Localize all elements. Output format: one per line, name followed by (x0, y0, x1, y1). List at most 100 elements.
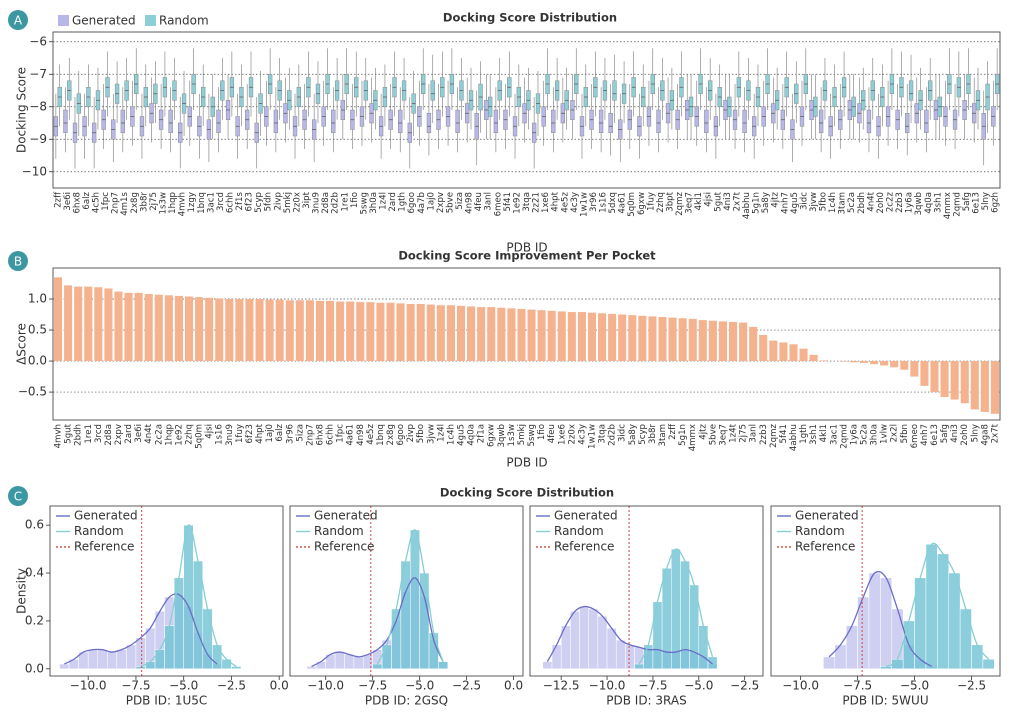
x-tick-label: −2.5 (452, 679, 481, 693)
bar (890, 361, 899, 368)
x-tick-label: −7.5 (638, 679, 667, 693)
x-tick-label: 3rcd (94, 424, 104, 443)
x-tick-label: 2np7 (111, 192, 121, 214)
legend-label: Random (159, 14, 209, 28)
y-tick-label: −0.5 (18, 385, 47, 399)
bar (749, 326, 758, 362)
box (656, 109, 661, 133)
x-tick-label: −5.0 (169, 679, 198, 693)
bar (154, 294, 163, 362)
box (426, 113, 432, 133)
x-tick-label: 1bnq (376, 424, 386, 446)
hist-bar (438, 661, 449, 670)
y-tick-label: −8 (29, 99, 47, 113)
bar (849, 361, 858, 363)
x-tick-label: 4feu (547, 424, 557, 443)
x-tick-label: 3tqa (522, 192, 532, 212)
bar (336, 301, 345, 362)
hist-bar (597, 615, 608, 670)
box (493, 109, 499, 133)
hist-bar (334, 651, 345, 670)
bar (980, 361, 989, 412)
panel-badge (8, 486, 28, 506)
x-tick-label: 2ivp (273, 192, 283, 210)
x-tick-label: 6chh (225, 192, 235, 213)
y-tick-label: 0.6 (25, 518, 44, 532)
box (273, 109, 279, 133)
bar (598, 313, 607, 362)
bar (930, 361, 939, 393)
x-tick-label: 5bve (445, 192, 455, 213)
hist-bar (579, 606, 589, 670)
x-axis-label: PDB ID: 5WUU (842, 694, 928, 708)
x-tick-label: 5fbo (416, 424, 426, 443)
bar (326, 300, 335, 362)
x-axis-label: PDB ID: 3RAS (606, 694, 686, 708)
bar (839, 361, 848, 362)
hist-bar (570, 611, 580, 670)
x-tick-label: 2x8g (386, 424, 396, 445)
bar (295, 300, 304, 362)
bar (255, 299, 264, 362)
bar (557, 311, 566, 362)
bar (970, 361, 979, 410)
x-tick-label: 1xe6 (557, 424, 567, 445)
x-tick-label: 3ipt (302, 191, 312, 208)
x-tick-label: 5iza (295, 424, 305, 442)
x-tick-label: 2j75 (739, 424, 749, 443)
box (866, 109, 872, 133)
panel-label: C (14, 490, 22, 504)
x-tick-label: 6goo (396, 424, 406, 445)
x-tick-label: 2z0x (292, 192, 302, 213)
x-tick-label: 1hqp (168, 192, 178, 214)
hist-bar (868, 572, 881, 670)
legend-label: Reference (314, 540, 374, 554)
x-tick-label: 3b8r (648, 424, 658, 444)
hist-bar (116, 649, 127, 670)
hist-bar (126, 644, 137, 670)
density-line (885, 542, 990, 668)
hist-bar (344, 654, 355, 670)
hist-bar (221, 658, 232, 670)
density-line (546, 605, 713, 665)
hist-bar (391, 608, 402, 670)
x-tick-label: 6f23 (245, 192, 255, 211)
chart-title: Docking Score Improvement Per Pocket (398, 249, 656, 263)
x-tick-label: 1fio (537, 424, 547, 440)
x-tick-label: 1bnq (197, 192, 207, 214)
x-tick-label: −10.0 (589, 679, 626, 693)
y-tick-label: −10 (22, 164, 47, 178)
x-tick-label: 4kl1 (819, 424, 829, 442)
box (168, 109, 173, 133)
hist-bar (971, 644, 984, 670)
x-tick-label: 6meo (493, 192, 503, 216)
x-tick-label: 2bdh (857, 192, 867, 214)
x-tick-label: 2z21 (532, 192, 542, 213)
x-tick-label: 4gu5 (790, 192, 800, 214)
x-tick-label: 1s3w (507, 424, 517, 446)
bar (477, 307, 486, 362)
x-tick-label: 6meo (910, 424, 920, 448)
bar (718, 321, 727, 362)
x-tick-label: 5c2a (847, 192, 857, 213)
x-tick-label: 2d2b (608, 424, 618, 446)
x-tick-label: 3jvw (809, 192, 819, 212)
x-tick-label: 6f23 (245, 424, 255, 443)
bar (467, 306, 476, 362)
x-tick-label: 4c3y (577, 424, 587, 445)
bar (245, 299, 254, 362)
x-tick-label: 2oh0 (876, 192, 886, 214)
x-tick-label: 4e5z (366, 424, 376, 445)
x-tick-label: 4q0a (924, 192, 934, 214)
y-tick-label: 0.0 (25, 661, 44, 675)
y-tick-label: 0.4 (25, 566, 44, 580)
legend-label: Generated (554, 509, 618, 523)
hist-bar (59, 663, 70, 670)
x-tick-label: 6gxw (487, 424, 497, 447)
bar (114, 291, 123, 362)
x-tick-label: 1y6a (905, 192, 915, 213)
bar (507, 308, 516, 362)
x-tick-label: −2.5 (730, 679, 759, 693)
x-tick-label: 5lny (981, 192, 991, 210)
x-tick-label: 2zb3 (759, 424, 769, 445)
